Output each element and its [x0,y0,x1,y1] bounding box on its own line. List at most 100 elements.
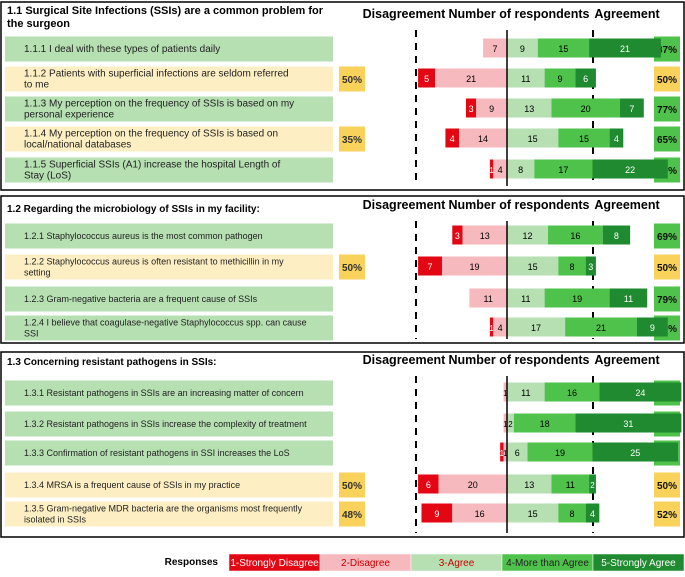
bar-segment-1 [489,159,494,179]
bar-segment-1 [489,317,494,337]
header-agreement: Agreement [594,198,660,212]
item-label: 1.2.3 Gram-negative bacteria are a frequ… [24,294,258,304]
bar-value-label: 31 [623,419,633,429]
item-label-box [5,254,333,280]
item-label-box [5,126,333,152]
bar-value-label: 17 [531,323,541,333]
header-disagreement: Disagreement [363,353,447,367]
item-label: personal experience [24,110,114,121]
header-disagreement: Disagreement [363,7,447,21]
bar-value-label: 16 [567,388,577,398]
bar-value-label: 6 [515,448,520,458]
disagree-pct: 50% [342,481,362,492]
bar-value-label: 16 [475,509,485,519]
section-title: 1.1 Surgical Site Infections (SSIs) are … [7,5,324,17]
header-agreement: Agreement [594,7,660,21]
agree-pct-box [654,96,680,122]
bar-segment-2 [476,98,507,118]
bar-value-label: 4 [614,134,619,144]
bar-value-label: 5 [424,74,429,84]
bar-value-label: 15 [528,134,538,144]
bar-segment-2 [459,128,507,148]
bar-segment-2 [503,382,507,402]
legend-title: Responses [165,557,219,568]
section-title: 1.3 Concerning resistant pathogens in SS… [7,357,217,368]
bar-segment-5 [575,68,596,88]
bar-value-label: 9 [489,104,494,114]
bar-value-label: 7 [493,44,498,54]
bar-value-label: 3 [455,231,460,241]
bar-value-label: 19 [572,294,582,304]
bar-segment-3 [507,503,559,523]
bar-segment-1 [421,503,453,523]
item-label-box [5,501,333,527]
agree-pct: 50% [657,75,677,86]
bar-segment-1 [500,442,504,462]
bar-value-label: 9 [650,323,655,333]
item-label-box [5,36,333,62]
agree-pct: 65% [657,135,677,146]
legend-label-3: 3-Agree [439,558,475,569]
bar-segment-4 [544,68,576,88]
item-label: Stay (LoS) [24,171,71,182]
bar-value-label: 19 [555,448,565,458]
bar-value-label: 8 [518,165,523,175]
bar-segment-3 [507,474,552,494]
section-title: the surgeon [7,18,70,30]
bar-value-label: 14 [478,134,488,144]
disagree-pct-box [339,126,365,152]
bar-value-label: 12 [523,231,533,241]
disagree-pct: 50% [342,75,362,86]
bar-value-label: 15 [579,134,589,144]
bar-segment-5 [589,38,661,58]
bar-value-label: 1 [500,449,505,458]
item-label: 1.3.1 Resistant pathogens in SSIs are an… [24,388,304,398]
bar-value-label: 4 [498,165,503,175]
item-label: 1.2.1 Staphylococcus aureus is the most … [24,231,263,241]
bar-segment-2 [438,474,507,494]
bar-value-label: 1 [503,389,508,398]
item-label-box [5,286,333,312]
bar-value-label: 13 [480,231,490,241]
bar-value-label: 11 [566,480,575,490]
item-label-box [5,157,333,183]
item-label: 1.1.2 Patients with superficial infectio… [24,69,289,80]
bar-value-label: 4 [450,134,455,144]
bar-value-label: 11 [521,74,530,84]
item-label: 1.1.5 Superficial SSIs (A1) increase the… [24,160,280,171]
bar-segment-5 [592,159,668,179]
bar-value-label: 4 [498,323,503,333]
disagree-pct-box [339,66,365,92]
legend-swatch-5 [592,553,685,572]
item-label: 1.2.4 I believe that coagulase-negative … [24,318,307,328]
bar-value-label: 1 [503,449,508,458]
bar-value-label: 2 [590,481,595,490]
bar-segment-3 [507,159,535,179]
bar-segment-1 [465,98,477,118]
bar-segment-2 [493,159,507,179]
bar-segment-4 [558,128,610,148]
bar-segment-5 [585,503,600,523]
bar-segment-3 [507,288,545,308]
item-label: 1.3.4 MRSA is a frequent cause of SSIs i… [24,480,240,490]
agree-pct: 50% [657,263,677,274]
item-label: 1.3.5 Gram-negative MDR bacteria are the… [24,504,303,514]
bar-value-label: 22 [625,165,635,175]
bar-value-label: 3 [469,104,474,114]
bar-segment-1 [445,128,460,148]
agree-pct-box [654,223,680,249]
bar-segment-5 [585,256,596,276]
bar-value-label: 8 [569,262,574,272]
bar-segment-5 [592,442,678,462]
bar-segment-1 [418,256,443,276]
item-label: setting [24,268,51,278]
item-label-box [5,315,333,341]
bar-segment-4 [558,256,586,276]
header-respondents: Number of respondents [449,198,590,212]
bar-value-label: 11 [484,294,493,304]
bar-segment-3 [507,442,528,462]
agree-pct: 50% [657,481,677,492]
agree-pct-box [654,66,680,92]
bar-segment-2 [452,503,507,523]
bar-segment-1 [418,68,436,88]
